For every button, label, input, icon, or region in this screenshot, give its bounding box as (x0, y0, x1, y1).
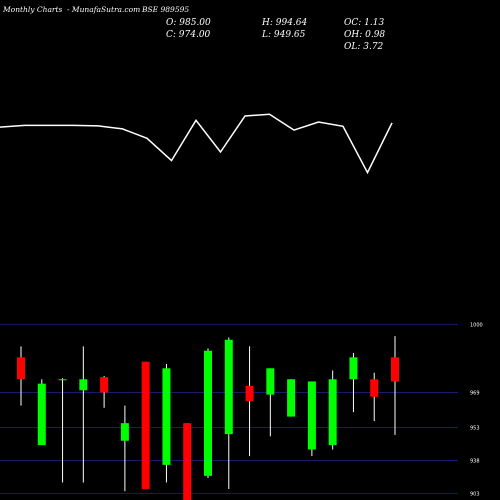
candle (58, 378, 67, 483)
chart-label: Monthly Charts (2, 5, 63, 14)
candle (204, 348, 212, 479)
candle (328, 370, 337, 450)
candle-body (391, 357, 399, 382)
candle-body (141, 361, 150, 490)
candle-body (37, 383, 46, 446)
candle-body (307, 381, 316, 450)
candle (287, 379, 296, 417)
candle-body (266, 368, 275, 395)
candle (183, 423, 192, 500)
candle (162, 363, 171, 483)
site-label: - MunafaSutra.com (67, 5, 140, 14)
low-value: L: 949.65 (261, 30, 306, 40)
candle (17, 346, 25, 406)
open-value: O: 985.00 (166, 18, 211, 28)
oc-value: OC: 1.13 (344, 18, 384, 28)
candle (120, 405, 129, 492)
oh-value: OH: 0.98 (344, 30, 385, 40)
candle (224, 337, 233, 490)
candle-body (120, 423, 129, 441)
symbol-label: BSE 989595 (141, 5, 189, 14)
candle-body (162, 368, 171, 465)
candle (79, 346, 88, 483)
candle-body (17, 357, 25, 380)
candle (370, 372, 379, 421)
candle (37, 379, 46, 446)
price-line (0, 113, 393, 175)
candle-body (224, 339, 233, 435)
candle-body (100, 377, 109, 393)
candle-body (79, 379, 88, 391)
candle (349, 352, 358, 413)
candle (141, 361, 150, 490)
candle-body (370, 379, 379, 397)
ytick-label: 903 (470, 491, 480, 497)
candle-body (287, 379, 296, 417)
candlestick-chart (17, 336, 399, 500)
candle-body (183, 423, 192, 500)
candle (266, 368, 275, 437)
candle-body (245, 385, 254, 402)
candle-body (328, 379, 337, 446)
ytick-label: 1000 (470, 322, 483, 328)
high-value: H: 994.64 (261, 18, 308, 28)
candle-body (58, 379, 67, 381)
line-chart (0, 113, 393, 175)
candle-body (204, 350, 212, 476)
candle (391, 336, 399, 435)
candle (307, 381, 316, 457)
ytick-label: 953 (470, 426, 480, 432)
y-axis-ticks: 1000 969 953 938 903 (470, 322, 483, 497)
ol-value: OL: 3.72 (344, 42, 384, 52)
candle (245, 346, 254, 457)
ytick-label: 938 (470, 458, 480, 464)
ytick-label: 969 (470, 390, 480, 396)
close-value: C: 974.00 (166, 30, 211, 40)
candle-body (349, 357, 358, 380)
candle (100, 375, 109, 408)
